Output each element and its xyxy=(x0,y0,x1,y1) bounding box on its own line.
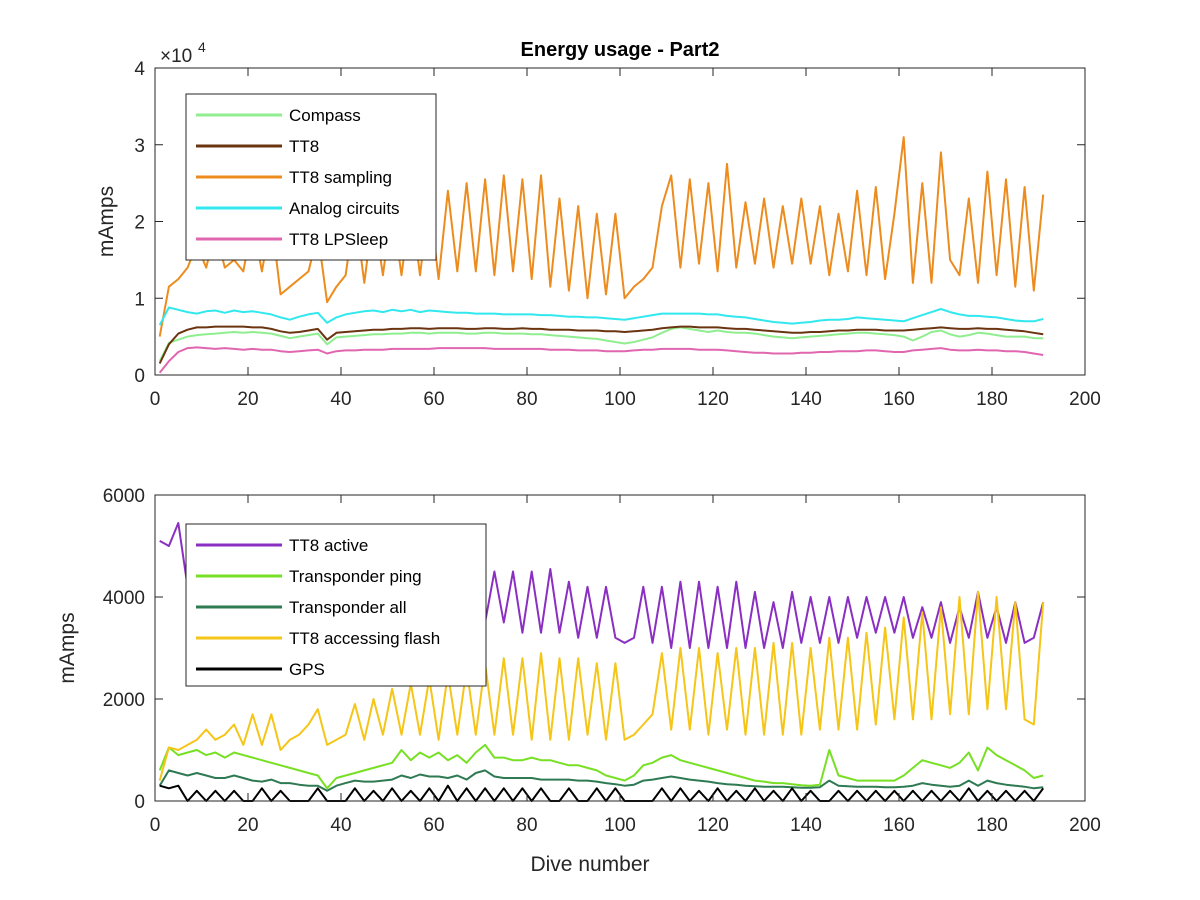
top-ytick-label: 2 xyxy=(134,213,145,234)
top-xtick-label: 0 xyxy=(150,389,161,410)
top-ytick-label: 0 xyxy=(134,366,145,387)
bottom-xtick-label: 60 xyxy=(423,815,444,836)
top-y-multiplier: ×10 xyxy=(160,46,192,67)
top-xtick-label: 140 xyxy=(790,389,822,410)
top-series-line-1 xyxy=(158,325,1044,364)
bottom-xtick-label: 160 xyxy=(883,815,915,836)
bottom-legend-label: GPS xyxy=(289,660,325,679)
bottom-ytick-label: 4000 xyxy=(103,588,145,609)
top-legend-label: TT8 xyxy=(289,137,319,156)
bottom-series-line-1 xyxy=(158,743,1044,790)
bottom-legend: TT8 active Transponder ping Transponder al… xyxy=(185,523,487,687)
top-legend-label: Analog circuits xyxy=(289,199,400,218)
top-xtick-label: 160 xyxy=(883,389,915,410)
bottom-axes: 0 20 40 60 80 100 120 140 160 180 2000200040006000… xyxy=(56,486,1101,876)
bottom-series-line-2 xyxy=(158,769,1044,792)
top-ytick-label: 4 xyxy=(134,59,145,80)
top-y-multiplier-exponent: 4 xyxy=(198,39,206,55)
bottom-legend-label: TT8 accessing flash xyxy=(289,629,440,648)
bottom-xtick-label: 40 xyxy=(330,815,351,836)
bottom-legend-label: Transponder all xyxy=(289,598,407,617)
top-series-line-4 xyxy=(158,346,1044,374)
bottom-series-line-3 xyxy=(158,590,1045,781)
bottom-legend-label: Transponder ping xyxy=(289,567,422,586)
top-legend-label: Compass xyxy=(289,106,361,125)
bottom-ytick-label: 6000 xyxy=(103,486,145,507)
top-series-line-0 xyxy=(158,326,1044,362)
top-xtick-label: 20 xyxy=(237,389,258,410)
top-xtick-label: 200 xyxy=(1069,389,1101,410)
top-xtick-label: 100 xyxy=(604,389,636,410)
bottom-xtick-label: 100 xyxy=(604,815,636,836)
bottom-xtick-label: 140 xyxy=(790,815,822,836)
top-xtick-label: 120 xyxy=(697,389,729,410)
top-ytick-label: 1 xyxy=(134,289,145,310)
top-xtick-label: 40 xyxy=(330,389,351,410)
top-xtick-label: 80 xyxy=(516,389,537,410)
top-series-line-3 xyxy=(158,306,1044,326)
bottom-xtick-label: 120 xyxy=(697,815,729,836)
bottom-xtick-label: 80 xyxy=(516,815,537,836)
top-legend-label: TT8 LPSleep xyxy=(289,230,388,249)
top-legend: Compass TT8 TT8 sampling Analog circuits TT8… xyxy=(185,93,437,261)
top-xtick-label: 180 xyxy=(976,389,1008,410)
top-series-line-2 xyxy=(158,136,1045,337)
bottom-xtick-label: 200 xyxy=(1069,815,1101,836)
figure-title: Energy usage - Part2 xyxy=(521,39,720,61)
top-xtick-label: 60 xyxy=(423,389,444,410)
bottom-xlabel: Dive number xyxy=(530,853,649,876)
top-legend-label: TT8 sampling xyxy=(289,168,392,187)
bottom-legend-label: TT8 active xyxy=(289,536,368,555)
bottom-xtick-label: 20 xyxy=(237,815,258,836)
bottom-ytick-label: 2000 xyxy=(103,690,145,711)
top-ylabel: mAmps xyxy=(95,186,118,257)
bottom-xtick-label: 180 xyxy=(976,815,1008,836)
bottom-ylabel: mAmps xyxy=(56,612,79,683)
bottom-ytick-label: 0 xyxy=(134,792,145,813)
bottom-legend-box xyxy=(185,523,487,687)
bottom-xtick-label: 0 xyxy=(150,815,161,836)
top-axes: 0 20 40 60 80 100 120 140 160 180 200 0 1 2 3 4 ×10 4 mAmp… xyxy=(95,39,1101,410)
top-ytick-label: 3 xyxy=(134,136,145,157)
